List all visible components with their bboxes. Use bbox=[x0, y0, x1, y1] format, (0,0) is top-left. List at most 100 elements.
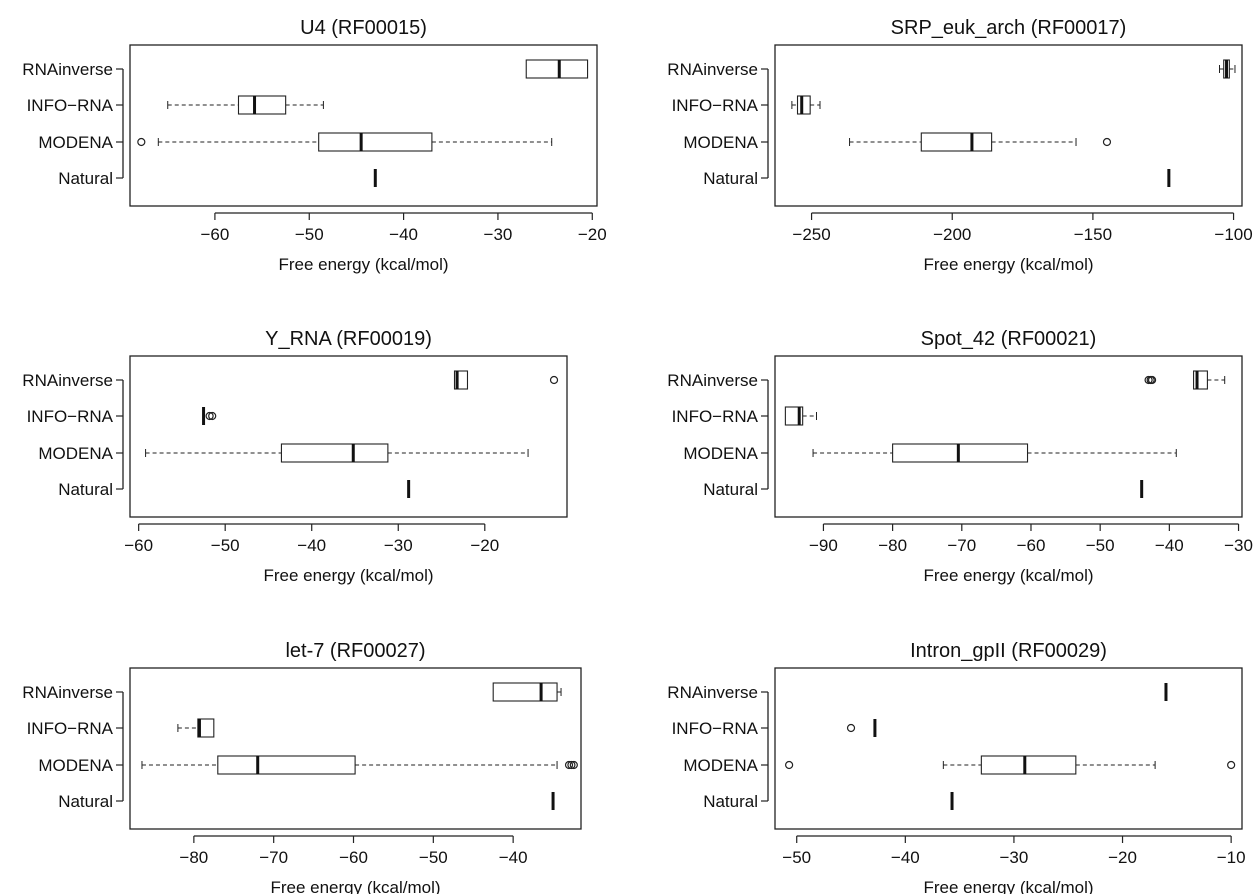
box-modena bbox=[785, 755, 1236, 775]
y-tick-label: INFO−RNA bbox=[27, 719, 114, 738]
x-axis-label: Free energy (kcal/mol) bbox=[263, 566, 433, 585]
y-tick-label: MODENA bbox=[683, 133, 758, 152]
x-tick-label: −40 bbox=[891, 848, 920, 867]
y-tick-label: INFO−RNA bbox=[27, 407, 114, 426]
box-rnainverse bbox=[525, 59, 589, 79]
y-tick-label: MODENA bbox=[683, 756, 758, 775]
y-tick-label: MODENA bbox=[38, 133, 113, 152]
y-tick-label: INFO−RNA bbox=[672, 407, 759, 426]
panel-title: let-7 (RF00027) bbox=[285, 640, 425, 662]
panel-title: Spot_42 (RF00021) bbox=[921, 328, 1097, 350]
x-axis-label: Free energy (kcal/mol) bbox=[270, 878, 440, 894]
x-tick-label: −30 bbox=[484, 225, 513, 244]
iqr-box bbox=[980, 755, 1077, 775]
plot-frame bbox=[129, 355, 568, 518]
x-tick-label: −250 bbox=[792, 225, 830, 244]
box-modena bbox=[141, 755, 578, 775]
box-rnainverse bbox=[492, 682, 562, 702]
outlier-point bbox=[569, 760, 578, 770]
box-inforna bbox=[177, 718, 215, 738]
x-tick-label: −40 bbox=[499, 848, 528, 867]
panel-1: U4 (RF00015) −60 −50 −40 −30 −20 Free energy (… bbox=[22, 17, 606, 274]
iqr-box bbox=[237, 95, 287, 115]
box-inforna bbox=[846, 719, 877, 737]
panel-2: SRP_euk_arch (RF00017) −250 −200 −150 −100 Fr… bbox=[667, 17, 1252, 274]
panel-title: Y_RNA (RF00019) bbox=[265, 328, 432, 350]
x-tick-label: −30 bbox=[1000, 848, 1029, 867]
x-axis-label: Free energy (kcal/mol) bbox=[923, 255, 1093, 274]
box-rnainverse bbox=[453, 370, 559, 390]
y-tick-label: Natural bbox=[703, 169, 758, 188]
x-tick-label: −100 bbox=[1214, 225, 1252, 244]
x-tick-label: −80 bbox=[179, 848, 208, 867]
panel-title: U4 (RF00015) bbox=[300, 17, 427, 39]
box-rnainverse bbox=[1144, 370, 1226, 390]
y-tick-label: RNAinverse bbox=[22, 60, 113, 79]
box-modena bbox=[137, 132, 553, 152]
iqr-box bbox=[217, 755, 356, 775]
iqr-box bbox=[318, 132, 433, 152]
y-tick-label: Natural bbox=[58, 792, 113, 811]
x-tick-label: −60 bbox=[339, 848, 368, 867]
panel-4: Spot_42 (RF00021) −90 −80 −70 −60 −50 −40 −30 Fr… bbox=[667, 328, 1253, 585]
x-tick-label: −150 bbox=[1074, 225, 1112, 244]
outlier-point bbox=[785, 760, 794, 770]
y-tick-label: RNAinverse bbox=[22, 371, 113, 390]
plot-frame bbox=[774, 44, 1243, 207]
y-tick-label: MODENA bbox=[38, 444, 113, 463]
box-inforna bbox=[202, 407, 217, 425]
y-tick-label: Natural bbox=[703, 480, 758, 499]
plot-frame bbox=[774, 355, 1243, 518]
x-tick-label: −80 bbox=[878, 536, 907, 555]
outlier-point bbox=[1102, 137, 1112, 147]
x-tick-label: −200 bbox=[933, 225, 971, 244]
x-tick-label: −40 bbox=[1155, 536, 1184, 555]
outlier-point bbox=[1147, 375, 1157, 385]
outlier-point bbox=[564, 760, 574, 770]
x-tick-label: −50 bbox=[419, 848, 448, 867]
y-tick-label: INFO−RNA bbox=[672, 96, 759, 115]
x-axis-label: Free energy (kcal/mol) bbox=[923, 878, 1093, 894]
box-modena bbox=[145, 443, 529, 463]
y-tick-label: RNAinverse bbox=[22, 683, 113, 702]
x-tick-label: −20 bbox=[470, 536, 499, 555]
x-tick-label: −20 bbox=[578, 225, 607, 244]
panel-6: Intron_gpII (RF00029) −50 −40 −30 −20 −10 Free… bbox=[667, 640, 1245, 894]
y-tick-label: RNAinverse bbox=[667, 60, 758, 79]
box-inforna bbox=[791, 95, 821, 115]
outlier-point bbox=[567, 760, 576, 770]
outlier-point bbox=[137, 137, 146, 147]
panel-3: Y_RNA (RF00019) −60 −50 −40 −30 −20 Free energ… bbox=[22, 328, 568, 585]
panel-title: SRP_euk_arch (RF00017) bbox=[891, 17, 1127, 39]
x-tick-label: −70 bbox=[259, 848, 288, 867]
iqr-box bbox=[796, 95, 811, 115]
x-axis-label: Free energy (kcal/mol) bbox=[923, 566, 1093, 585]
x-tick-label: −30 bbox=[1224, 536, 1253, 555]
x-tick-label: −10 bbox=[1217, 848, 1246, 867]
x-tick-label: −60 bbox=[1017, 536, 1046, 555]
iqr-box bbox=[892, 443, 1029, 463]
iqr-box bbox=[525, 59, 589, 79]
panel-5: let-7 (RF00027) −80 −70 −60 −50 −40 Free energ… bbox=[22, 640, 582, 894]
y-tick-label: RNAinverse bbox=[667, 371, 758, 390]
x-tick-label: −50 bbox=[211, 536, 240, 555]
x-tick-label: −40 bbox=[297, 536, 326, 555]
panel-title: Intron_gpII (RF00029) bbox=[910, 640, 1107, 662]
iqr-box bbox=[197, 718, 215, 738]
x-tick-label: −60 bbox=[200, 225, 229, 244]
iqr-box bbox=[492, 682, 558, 702]
outlier-point bbox=[846, 723, 856, 733]
x-tick-label: −60 bbox=[124, 536, 153, 555]
y-tick-label: MODENA bbox=[683, 444, 758, 463]
x-tick-label: −40 bbox=[389, 225, 418, 244]
plot-frame bbox=[129, 667, 582, 830]
iqr-box bbox=[920, 132, 993, 152]
x-tick-label: −70 bbox=[947, 536, 976, 555]
outlier-point bbox=[549, 375, 559, 385]
y-tick-label: INFO−RNA bbox=[672, 719, 759, 738]
y-tick-label: INFO−RNA bbox=[27, 96, 114, 115]
x-tick-label: −30 bbox=[384, 536, 413, 555]
outlier-point bbox=[1227, 760, 1236, 770]
plot-frame bbox=[774, 667, 1243, 830]
